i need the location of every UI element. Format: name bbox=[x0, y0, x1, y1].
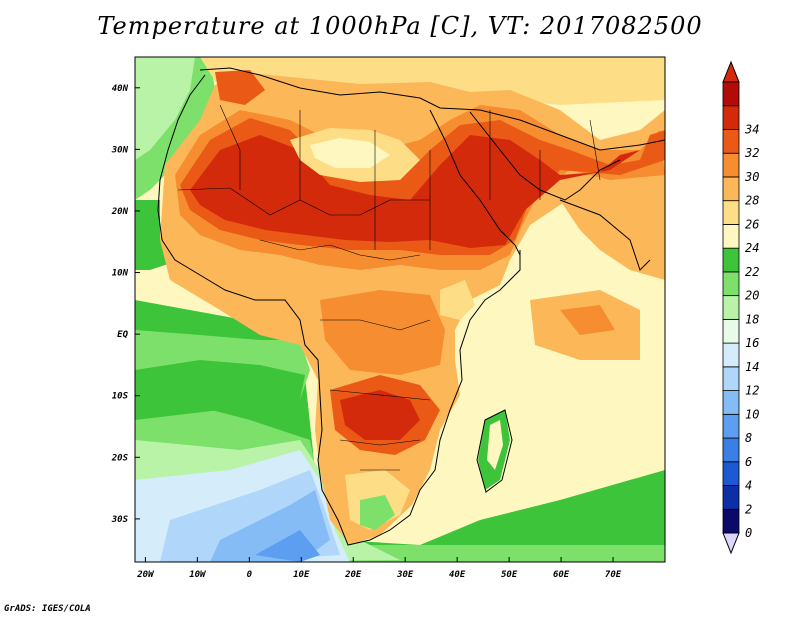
country-borders bbox=[177, 104, 601, 471]
lon-tick-label: 10E bbox=[293, 570, 310, 580]
lon-tick-label: 10W bbox=[189, 570, 207, 580]
colorbar-swatch bbox=[722, 508, 740, 534]
colorbar-swatch bbox=[722, 318, 740, 344]
lon-tick-label: 70E bbox=[605, 570, 622, 580]
latitude-axis: 40N 30N 20N 10N EQ 10S 20S 30S bbox=[111, 84, 140, 525]
colorbar-swatch bbox=[722, 366, 740, 391]
colorbar-swatch bbox=[722, 176, 740, 202]
colorbar-label: 28 bbox=[745, 194, 759, 208]
colorbar-swatch bbox=[722, 437, 740, 463]
colorbar-label: 16 bbox=[745, 336, 759, 350]
colorbar-label: 10 bbox=[745, 407, 759, 421]
lat-tick-label: 30S bbox=[111, 515, 129, 525]
lat-tick-label: 40N bbox=[112, 84, 129, 94]
colorbar-label: 0 bbox=[745, 526, 752, 540]
lat-tick-label: 20S bbox=[111, 453, 129, 463]
lon-tick-label: 40E bbox=[449, 570, 466, 580]
temperature-field bbox=[135, 57, 665, 562]
colorbar-over-triangle bbox=[722, 60, 740, 83]
lon-tick-label: 20E bbox=[344, 570, 362, 580]
colorbar-swatch bbox=[722, 271, 740, 297]
colorbar-label: 24 bbox=[745, 241, 759, 255]
colorbar-under-triangle bbox=[722, 532, 740, 555]
colorbar-label: 30 bbox=[744, 170, 759, 184]
lat-tick-label: 20N bbox=[111, 207, 129, 217]
colorbar-swatch bbox=[722, 152, 740, 178]
coastlines bbox=[157, 67, 665, 546]
colorbar-label: 8 bbox=[745, 431, 752, 445]
colorbar-label: 6 bbox=[745, 455, 752, 469]
colorbar-swatch bbox=[722, 295, 740, 320]
plot-frame bbox=[134, 56, 666, 563]
colorbar-swatch bbox=[722, 247, 740, 273]
colorbar-label: 32 bbox=[744, 146, 759, 160]
lon-tick-label: 20W bbox=[136, 570, 155, 580]
colorbar-label: 26 bbox=[745, 217, 759, 231]
colorbar-label: 20 bbox=[745, 289, 759, 303]
colorbar-swatch bbox=[722, 105, 740, 130]
colorbar-label: 14 bbox=[745, 360, 759, 374]
colorbar-label: 2 bbox=[745, 502, 752, 516]
lat-tick-label: 10N bbox=[112, 269, 129, 279]
lat-tick-label: 10S bbox=[112, 392, 129, 402]
colorbar-swatch bbox=[722, 129, 740, 154]
lon-tick-label: 60E bbox=[553, 570, 570, 580]
colorbar-label: 4 bbox=[745, 479, 752, 493]
lon-tick-label: 30E bbox=[396, 570, 414, 580]
colorbar-swatch bbox=[722, 461, 740, 486]
grads-credit: GrADS: IGES/COLA bbox=[4, 604, 91, 614]
colorbar-swatch bbox=[722, 485, 740, 510]
colorbar-swatch bbox=[722, 342, 740, 368]
colorbar-swatch bbox=[722, 224, 740, 249]
colorbar-label: 18 bbox=[745, 312, 759, 326]
lon-tick-label: 50E bbox=[501, 570, 518, 580]
map-title: Temperature at 1000hPa [C], VT: 20170825… bbox=[97, 12, 703, 40]
colorbar-swatch bbox=[722, 200, 740, 225]
colorbar-label: 22 bbox=[745, 265, 759, 279]
lon-tick-label: 0 bbox=[247, 570, 253, 580]
lat-tick-label: EQ bbox=[117, 330, 128, 340]
colorbar-swatch bbox=[722, 390, 740, 415]
longitude-axis: 20W 10W 0 10E 20E 30E 40E 50E 60E 70E bbox=[136, 557, 622, 580]
colorbar-label: 34 bbox=[744, 122, 759, 136]
colorbar-swatch bbox=[722, 81, 740, 107]
lat-tick-label: 30N bbox=[111, 145, 129, 155]
colorbar-label: 12 bbox=[745, 384, 759, 398]
colorbar-swatch bbox=[722, 413, 740, 439]
